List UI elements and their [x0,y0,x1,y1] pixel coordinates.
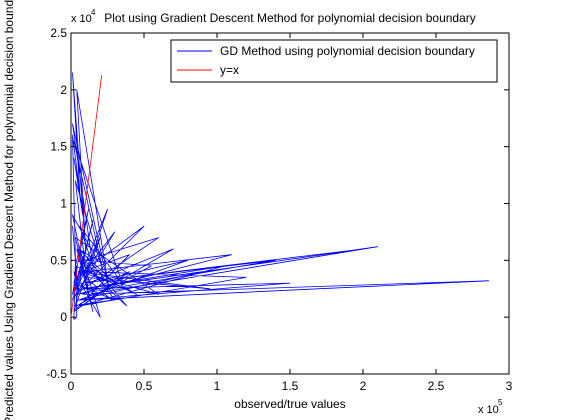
x-tick-label: 3 [506,379,513,393]
chart-title: Plot using Gradient Descent Method for p… [104,11,476,25]
x-tick-label: 2 [360,379,367,393]
series-layer [70,72,490,320]
y-axis-label: Predicted values Using Gradient Descent … [2,0,16,420]
y-tick-label: -0.5 [46,367,67,381]
series-line-y-equals-x [70,75,103,318]
y-tick-label: 1.5 [50,140,67,154]
x-tick-label: 1.5 [282,379,299,393]
x-tick-label: 0.5 [136,379,153,393]
legend-label-gd: GD Method using polynomial decision boun… [220,44,475,58]
x-tick-label: 2.5 [428,379,445,393]
y-tick-label: 1 [60,197,67,211]
legend-box [170,39,498,83]
legend: GD Method using polynomial decision boun… [170,39,498,83]
y-scale-exponent: 4 [91,8,96,17]
y-tick-label: 0.5 [50,253,67,267]
y-tick-label: 2.5 [50,26,67,40]
x-tick-label: 1 [214,379,221,393]
ticks-layer: 0 0.5 1 1.5 2 2.5 3-0.500.511.522.5 [46,26,512,393]
x-axis-label: observed/true values [234,397,345,411]
legend-label-yx: y=x [220,63,239,77]
series-line-gd-method [72,72,490,320]
y-tick-label: 2 [60,83,67,97]
y-scale-label: x 10 [71,13,92,25]
x-tick-label: 0 [68,379,75,393]
plot-area [70,32,510,375]
x-scale-label: x 10 [478,404,499,416]
x-scale-exponent: 5 [498,398,503,407]
y-tick-label: 0 [60,310,67,324]
